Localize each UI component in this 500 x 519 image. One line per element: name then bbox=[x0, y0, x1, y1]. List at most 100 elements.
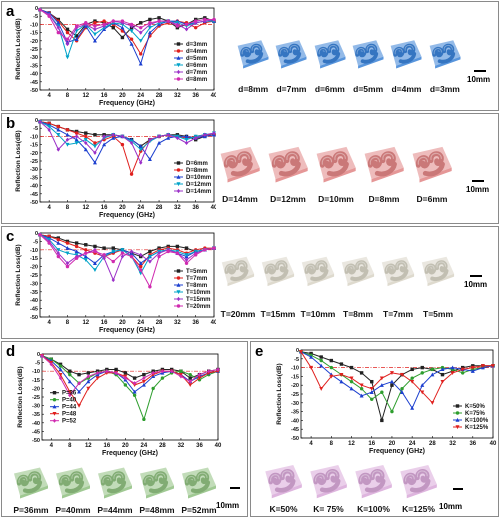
data-point bbox=[455, 417, 460, 422]
data-point bbox=[83, 147, 88, 152]
data-point bbox=[184, 22, 189, 27]
sample-tile bbox=[265, 464, 302, 499]
legend-label: d=3mm bbox=[186, 42, 207, 48]
chart-e: 0 -5 -10 -15 -20 -25 -30 -35 -40 -45 -50 4 8 12 16 20 24… bbox=[276, 348, 497, 455]
x-tick-label: 28 bbox=[429, 441, 436, 447]
data-point bbox=[56, 240, 61, 245]
data-point bbox=[370, 379, 374, 384]
data-point bbox=[142, 417, 146, 422]
data-point bbox=[56, 133, 61, 137]
y-tick-label: -20 bbox=[30, 265, 38, 271]
series-line bbox=[39, 121, 215, 151]
data-point bbox=[148, 259, 152, 264]
y-tick-label: -30 bbox=[30, 167, 38, 173]
y-tick-label: -50 bbox=[30, 88, 38, 94]
y-tick-label: -40 bbox=[30, 72, 38, 78]
data-point bbox=[84, 251, 88, 255]
data-point bbox=[176, 296, 181, 302]
data-point bbox=[440, 367, 445, 372]
sample-item bbox=[387, 24, 423, 82]
data-point bbox=[56, 30, 61, 35]
legend-label: d=8mm bbox=[186, 77, 207, 83]
data-point bbox=[380, 390, 384, 394]
sample-tile bbox=[221, 256, 255, 287]
sample-item bbox=[306, 458, 349, 502]
data-point bbox=[176, 269, 181, 273]
data-point bbox=[450, 371, 455, 375]
data-point bbox=[379, 383, 384, 387]
sample-tile bbox=[182, 467, 216, 499]
data-point bbox=[160, 376, 165, 380]
data-point bbox=[56, 127, 61, 132]
sample-tile bbox=[421, 256, 455, 287]
sample-label: d=3mm bbox=[429, 84, 460, 94]
sample-tile bbox=[98, 467, 132, 499]
data-point bbox=[440, 372, 445, 377]
data-point bbox=[123, 383, 128, 387]
data-point bbox=[92, 160, 97, 165]
y-tick-label: -45 bbox=[30, 80, 38, 86]
data-point bbox=[400, 387, 404, 391]
data-point bbox=[148, 21, 152, 25]
y-tick-label: -5 bbox=[33, 126, 38, 132]
sample-tile bbox=[140, 467, 174, 499]
data-point bbox=[400, 372, 405, 377]
data-point bbox=[52, 418, 57, 423]
data-point bbox=[84, 134, 88, 139]
x-tick-label: 24 bbox=[137, 205, 144, 211]
chart-d: 0 -5 -10 -15 -20 -25 -30 -35 -40 -45 -50 4 8 12 16 20 24… bbox=[17, 352, 222, 457]
data-point bbox=[93, 249, 97, 254]
data-point bbox=[93, 24, 97, 28]
data-point bbox=[166, 19, 170, 23]
data-point bbox=[120, 248, 125, 252]
data-point bbox=[74, 249, 79, 254]
data-point bbox=[65, 128, 70, 132]
y-tick-label: -35 bbox=[30, 63, 38, 69]
y-tick-label: -20 bbox=[30, 151, 38, 157]
data-point bbox=[176, 42, 181, 46]
chart-b: 0 -5 -10 -15 -20 -25 -30 -35 -40 -45 -50 4 8 12 16 20 24… bbox=[15, 118, 216, 219]
data-point bbox=[83, 254, 88, 259]
legend-label: P=36 bbox=[62, 391, 77, 397]
y-tick-label: -50 bbox=[32, 438, 40, 444]
data-point bbox=[52, 398, 57, 402]
data-point bbox=[139, 252, 143, 257]
legend-label: D=14mm bbox=[186, 189, 211, 195]
data-point bbox=[184, 140, 189, 146]
scale-label: 10mm bbox=[466, 185, 490, 194]
series-line bbox=[300, 351, 494, 413]
sample-label: T=15mm bbox=[260, 309, 296, 319]
data-point bbox=[95, 376, 100, 381]
x-tick-label: 8 bbox=[68, 443, 72, 449]
legend-label: T=20mm bbox=[186, 304, 211, 310]
legend-label: K=75% bbox=[465, 411, 486, 417]
panel-a: a 0 -5 -10 -15 -20 -25 -30 -35 -40 -45 -50 4 8 12 16 20… bbox=[1, 1, 499, 111]
data-point bbox=[74, 256, 79, 260]
data-point bbox=[141, 379, 146, 384]
data-point bbox=[84, 140, 88, 146]
data-point bbox=[176, 63, 181, 68]
x-tick-label: 20 bbox=[119, 320, 126, 326]
data-point bbox=[148, 285, 152, 289]
data-point bbox=[420, 390, 425, 395]
data-point bbox=[111, 132, 115, 137]
x-tick-label: 36 bbox=[192, 93, 199, 99]
data-point bbox=[56, 248, 61, 252]
data-point bbox=[74, 131, 79, 135]
sample-item bbox=[52, 460, 92, 503]
sample-label: K=50% bbox=[269, 504, 298, 514]
data-point bbox=[176, 55, 181, 60]
y-tick-label: -45 bbox=[30, 192, 38, 198]
sample-item bbox=[426, 24, 462, 82]
sample-item bbox=[298, 233, 336, 307]
sample-tile bbox=[275, 40, 307, 69]
y-tick-label: -20 bbox=[32, 386, 40, 392]
y-tick-label: -35 bbox=[30, 175, 38, 181]
series-line bbox=[39, 234, 215, 264]
sample-item bbox=[218, 233, 256, 307]
data-point bbox=[92, 268, 97, 273]
sample-item bbox=[351, 458, 394, 502]
data-point bbox=[77, 372, 81, 377]
x-tick-label: 4 bbox=[309, 441, 313, 447]
data-point bbox=[67, 379, 72, 384]
